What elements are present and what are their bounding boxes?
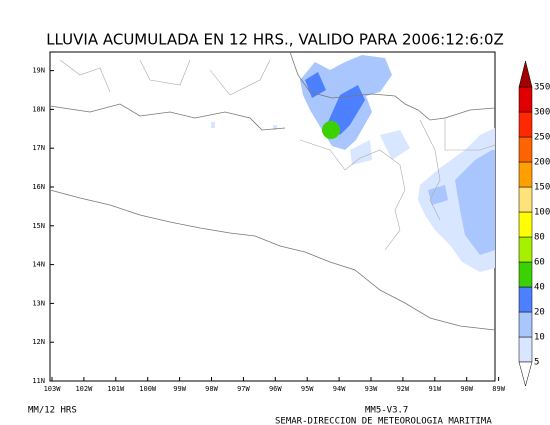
rain-area bbox=[305, 72, 365, 135]
rain-area bbox=[428, 150, 495, 255]
lat-label: 15N bbox=[32, 222, 45, 230]
lon-label: 102W bbox=[75, 385, 93, 393]
border bbox=[49, 103, 286, 131]
colorbar-label: 10 bbox=[534, 333, 545, 343]
units-label: MM/12 HRS bbox=[28, 406, 77, 416]
rain-area bbox=[211, 122, 215, 128]
colorbar-segment bbox=[518, 186, 533, 213]
colorbar-segment bbox=[518, 211, 533, 238]
colorbar-label: 5 bbox=[534, 358, 539, 368]
lon-label: 89W bbox=[492, 385, 505, 393]
colorbar-label: 150 bbox=[534, 183, 550, 193]
colorbar: 5 10 20 40 60 80 100 150 200 250 300 350 bbox=[518, 60, 550, 387]
lon-label: 96W bbox=[269, 385, 282, 393]
lon-label: 97W bbox=[237, 385, 250, 393]
colorbar-segment bbox=[518, 111, 533, 138]
colorbar-segment bbox=[518, 261, 533, 288]
agency-label: SEMAR-DIRECCION DE METEOROLOGIA MARITIMA bbox=[275, 417, 492, 425]
colorbar-label: 60 bbox=[534, 258, 545, 268]
colorbar-segment bbox=[518, 136, 533, 163]
colorbar-over bbox=[518, 60, 533, 88]
lon-label: 99W bbox=[173, 385, 186, 393]
lon-label: 103W bbox=[44, 385, 62, 393]
colorbar-label: 40 bbox=[534, 283, 545, 293]
lon-label: 95W bbox=[301, 385, 314, 393]
lat-label: 14N bbox=[32, 261, 45, 269]
lon-labels: 103W 102W 101W 100W 99W 98W 97W 96W 95W 94W 93W 92W… bbox=[44, 377, 506, 393]
lon-label: 92W bbox=[397, 385, 410, 393]
coastline bbox=[49, 189, 496, 331]
lat-label: 18N bbox=[32, 105, 45, 113]
lat-label: 16N bbox=[32, 183, 45, 191]
lon-label: 93W bbox=[365, 385, 378, 393]
colorbar-label: 100 bbox=[534, 208, 550, 218]
lat-label: 13N bbox=[32, 299, 45, 307]
colorbar-segment bbox=[518, 161, 533, 188]
lon-label: 100W bbox=[139, 385, 157, 393]
colorbar-label: 20 bbox=[534, 308, 545, 318]
lon-label: 94W bbox=[333, 385, 346, 393]
lon-label: 90W bbox=[460, 385, 473, 393]
colorbar-segment bbox=[518, 336, 533, 363]
colorbar-segment bbox=[518, 236, 533, 263]
lon-label: 98W bbox=[205, 385, 218, 393]
lat-label: 12N bbox=[32, 338, 45, 346]
colorbar-label: 350 bbox=[534, 83, 550, 93]
lat-label: 19N bbox=[32, 67, 45, 75]
lon-label: 91W bbox=[428, 385, 441, 393]
lon-label: 101W bbox=[107, 385, 125, 393]
lat-label: 17N bbox=[32, 144, 45, 152]
colorbar-label: 250 bbox=[534, 133, 550, 143]
colorbar-label: 300 bbox=[534, 108, 550, 118]
colorbar-label: 200 bbox=[534, 158, 550, 168]
colorbar-segment bbox=[518, 86, 533, 113]
model-label: MM5-V3.7 bbox=[365, 406, 408, 416]
colorbar-under bbox=[518, 361, 533, 387]
rain-area bbox=[273, 125, 277, 130]
rain-area bbox=[322, 121, 340, 139]
map-title: LLUVIA ACUMULADA EN 12 HRS., VALIDO PARA… bbox=[46, 31, 504, 49]
map-area bbox=[49, 51, 496, 382]
lat-label: 11N bbox=[32, 377, 45, 385]
border bbox=[59, 59, 496, 251]
colorbar-label: 80 bbox=[534, 233, 545, 243]
lat-labels: 11N 12N 13N 14N 15N 16N 17N 18N 19N bbox=[32, 67, 54, 385]
colorbar-segment bbox=[518, 286, 533, 313]
colorbar-segment bbox=[518, 311, 533, 338]
